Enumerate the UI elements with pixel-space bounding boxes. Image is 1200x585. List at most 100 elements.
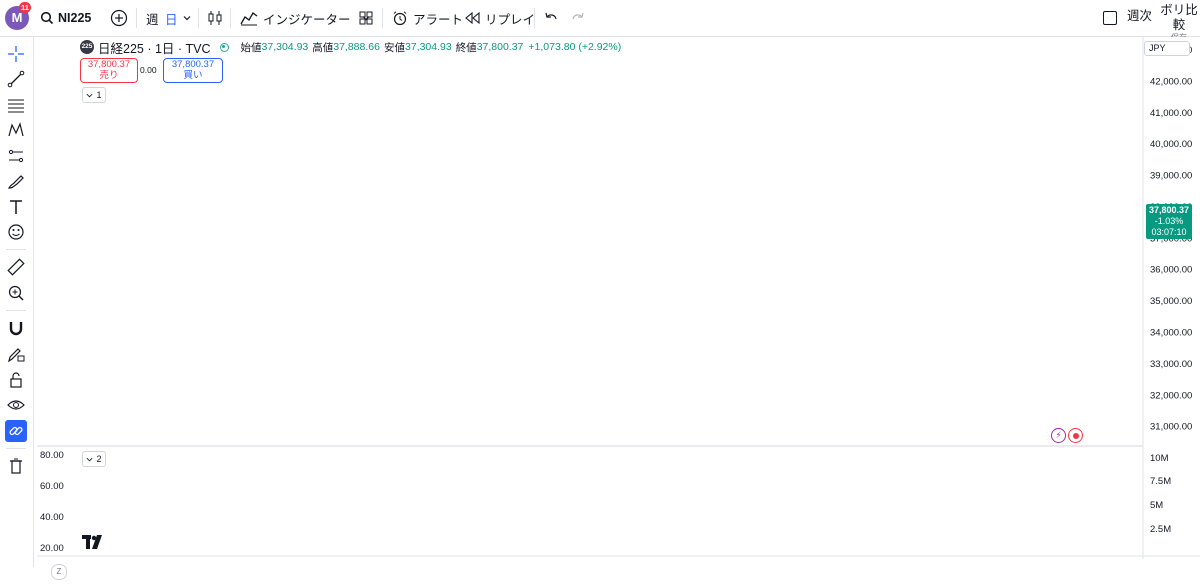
text-tool[interactable] [5,196,27,218]
divider [534,8,535,28]
buy-button[interactable]: 37,800.37 買い [163,58,223,83]
volume-tick-label: 5M [1150,500,1163,511]
magnet-tool[interactable] [5,317,27,339]
sync-drawings-tool[interactable] [5,420,27,442]
symbol-search[interactable]: NI225 [40,0,91,36]
close-label: 終値 [455,41,477,54]
currency-selector[interactable]: JPY [1144,41,1190,56]
pane2-collapse-button[interactable]: 2 [82,451,106,467]
price-tick-label: 39,000.00 [1150,171,1192,182]
trend-line-tool[interactable] [5,68,27,90]
price-tick-label: 36,000.00 [1150,265,1192,276]
forecast-icon [8,149,24,163]
price-tick-label: 34,000.00 [1150,328,1192,339]
pattern-icon [8,122,24,137]
low-value: 37,304.93 [404,41,452,53]
pane2-index: 2 [96,454,102,464]
zoom-in-icon [8,285,24,301]
close-value: 37,800.37 [476,41,524,53]
sell-label: 売り [99,70,119,81]
fib-retracement-tool[interactable] [5,94,27,116]
chart-background [37,37,1200,559]
compare-symbol-button[interactable] [110,0,128,36]
chevron-down-icon [87,457,93,461]
search-icon [40,11,54,25]
volume-tick-label: 7.5M [1150,476,1171,487]
sell-button[interactable]: 37,800.37 売り [80,58,138,83]
top-toolbar: M 11 NI225 週 日 インジケーター アラート リプレイ [0,0,1200,42]
checkbox-icon [1103,11,1117,25]
fib-lines-icon [8,99,24,113]
magnet-icon [9,322,23,336]
replay-button[interactable]: リプレイ [465,0,535,36]
zoom-tool[interactable] [5,282,27,304]
rewind-icon [465,11,480,25]
save-layout-label: ボリ比較 [1160,3,1198,32]
weekly-interval-button[interactable]: 週 [146,0,159,36]
rsi-tick-label: 80.00 [40,450,64,461]
last-price-tag: 37,800.37 -1.03% 03:07:10 [1146,204,1192,239]
buy-price: 37,800.37 [171,59,215,70]
weekly-checkbox[interactable] [1103,0,1117,36]
divider [230,8,231,28]
alert-button[interactable]: アラート [392,0,463,36]
plus-circle-icon [110,9,128,27]
undo-button[interactable] [543,0,559,36]
remove-drawings-tool[interactable] [5,455,27,477]
chart-canvas[interactable]: 43,000.0042,000.0041,000.0040,000.0039,0… [37,37,1200,559]
bottom-bar: Z [37,559,1200,585]
high-value: 37,888.66 [333,41,380,53]
rsi-tick-label: 40.00 [40,512,64,523]
toolbar-divider [6,448,26,449]
axes: 43,000.0042,000.0041,000.0040,000.0039,0… [37,37,1200,559]
brush-icon [8,175,24,189]
price-tick-label: 35,000.00 [1150,296,1192,307]
lock-drawings-pen-tool[interactable] [5,343,27,365]
spread-value: 0.00 [140,65,157,75]
interval-dropdown[interactable]: 日 [165,0,192,36]
forecast-tool[interactable] [5,145,27,167]
change-value: +1,073.80 (+2.92%) [528,41,622,53]
redo-button[interactable] [570,0,586,36]
indicators-label: インジケーター [263,12,351,27]
pane1-collapse-button[interactable]: 1 [82,87,106,103]
price-tick-label: 40,000.00 [1150,139,1192,150]
unlock-icon [10,372,22,388]
event-flash-icon[interactable]: ⚡ [1051,428,1066,443]
grid-icon [359,11,373,25]
pencil-lock-icon [8,348,25,363]
last-change-label: -1.03% [1154,216,1184,226]
pattern-tool[interactable] [5,119,27,141]
last-price-label: 37,800.37 [1148,205,1190,215]
crosshair-icon [8,46,24,62]
avatar[interactable]: M 11 [5,2,31,30]
candlestick-icon [208,11,222,25]
smiley-icon [8,224,24,240]
indicators-button[interactable]: インジケーター [240,0,371,36]
chart-type-button[interactable] [206,0,224,36]
timezone-button[interactable]: Z [51,564,67,580]
crosshair-tool[interactable] [5,43,27,65]
chart-legend: 225 日経225 · 1日 · TVC 始値 37,304.93 高値 37,… [80,39,622,56]
measure-tool[interactable] [5,256,27,278]
avatar-letter: M [11,10,23,25]
event-dividend-icon[interactable] [1068,428,1083,443]
trend-line-icon [7,70,25,88]
weekly-interval-label: 週 [146,12,159,27]
price-tick-label: 32,000.00 [1150,390,1192,401]
open-value: 37,304.93 [261,41,309,53]
legend-title[interactable]: 日経225 · 1日 · TVC [98,41,211,56]
sell-price: 37,800.37 [87,59,131,70]
hide-drawings-tool[interactable] [5,394,27,416]
interval-label: 日 [165,12,178,27]
emoji-tool[interactable] [5,221,27,243]
alarm-clock-icon [393,11,407,26]
lock-all-tool[interactable] [5,369,27,391]
buy-label: 買い [183,70,203,81]
trash-icon [10,458,22,474]
open-label: 始値 [240,41,262,54]
chevron-down-icon [183,16,190,21]
layout-templates-button[interactable] [358,0,374,36]
brush-tool[interactable] [5,171,27,193]
weekly-toggle-label[interactable]: 週次 [1127,0,1152,32]
